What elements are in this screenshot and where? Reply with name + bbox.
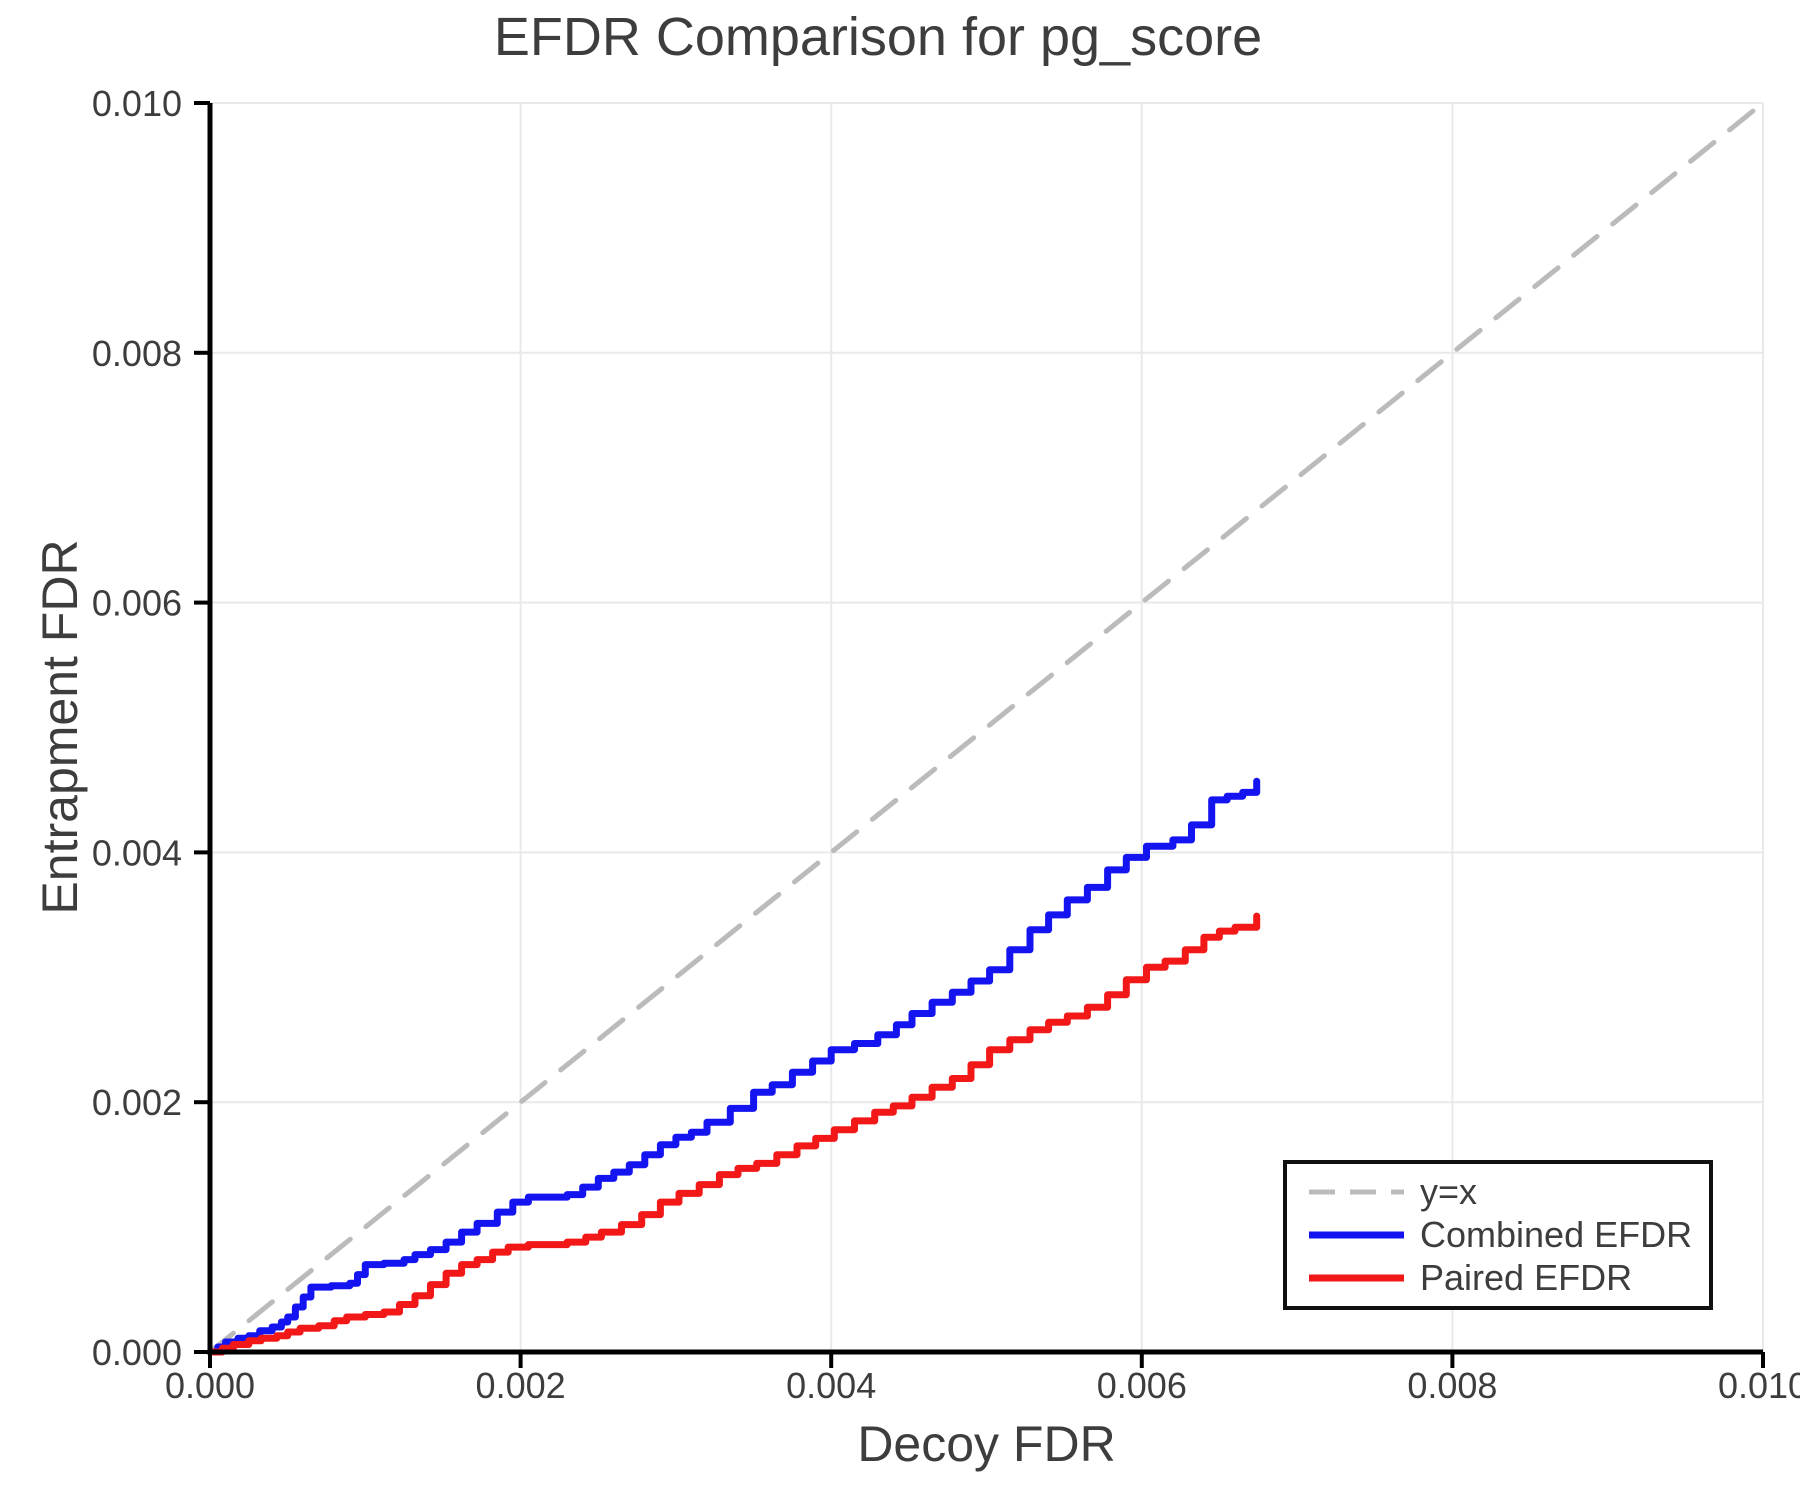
legend-entry-yx: y=x bbox=[1287, 1170, 1709, 1212]
dashed-line-sample-icon bbox=[1309, 1189, 1404, 1195]
series-line-0 bbox=[207, 100, 1766, 1355]
series-line-2 bbox=[206, 912, 1261, 1356]
y-tick-label: 0.010 bbox=[92, 83, 182, 124]
y-tick-label: 0.000 bbox=[92, 1332, 182, 1373]
x-axis-label: Decoy FDR bbox=[857, 1416, 1116, 1472]
x-tick-label: 0.006 bbox=[1097, 1365, 1187, 1406]
x-tick-label: 0.004 bbox=[786, 1365, 876, 1406]
chart-title: EFDR Comparison for pg_score bbox=[493, 7, 1263, 67]
x-tick-label: 0.008 bbox=[1407, 1365, 1497, 1406]
x-tick-label: 0.010 bbox=[1718, 1365, 1800, 1406]
y-tick-label: 0.002 bbox=[92, 1082, 182, 1123]
solid-line-sample-icon bbox=[1309, 1274, 1404, 1282]
legend-label-combined-efdr: Combined EFDR bbox=[1420, 1213, 1693, 1255]
y-tick-label: 0.006 bbox=[92, 583, 182, 624]
x-tick-label: 0.000 bbox=[165, 1365, 255, 1406]
x-tick-label: 0.002 bbox=[476, 1365, 566, 1406]
solid-line-sample-icon bbox=[1309, 1231, 1404, 1239]
y-tick-label: 0.008 bbox=[92, 333, 182, 374]
legend: y=x Combined EFDR Paired EFDR bbox=[1283, 1160, 1713, 1310]
y-tick-label: 0.004 bbox=[92, 832, 182, 873]
series-line-1 bbox=[206, 777, 1261, 1356]
legend-entry-paired-efdr: Paired EFDR bbox=[1287, 1258, 1709, 1298]
legend-entry-combined-efdr: Combined EFDR bbox=[1287, 1213, 1709, 1255]
y-axis-label: Entrapment FDR bbox=[32, 539, 88, 915]
legend-label-yx: y=x bbox=[1420, 1170, 1478, 1212]
legend-label-paired-efdr: Paired EFDR bbox=[1420, 1257, 1633, 1299]
